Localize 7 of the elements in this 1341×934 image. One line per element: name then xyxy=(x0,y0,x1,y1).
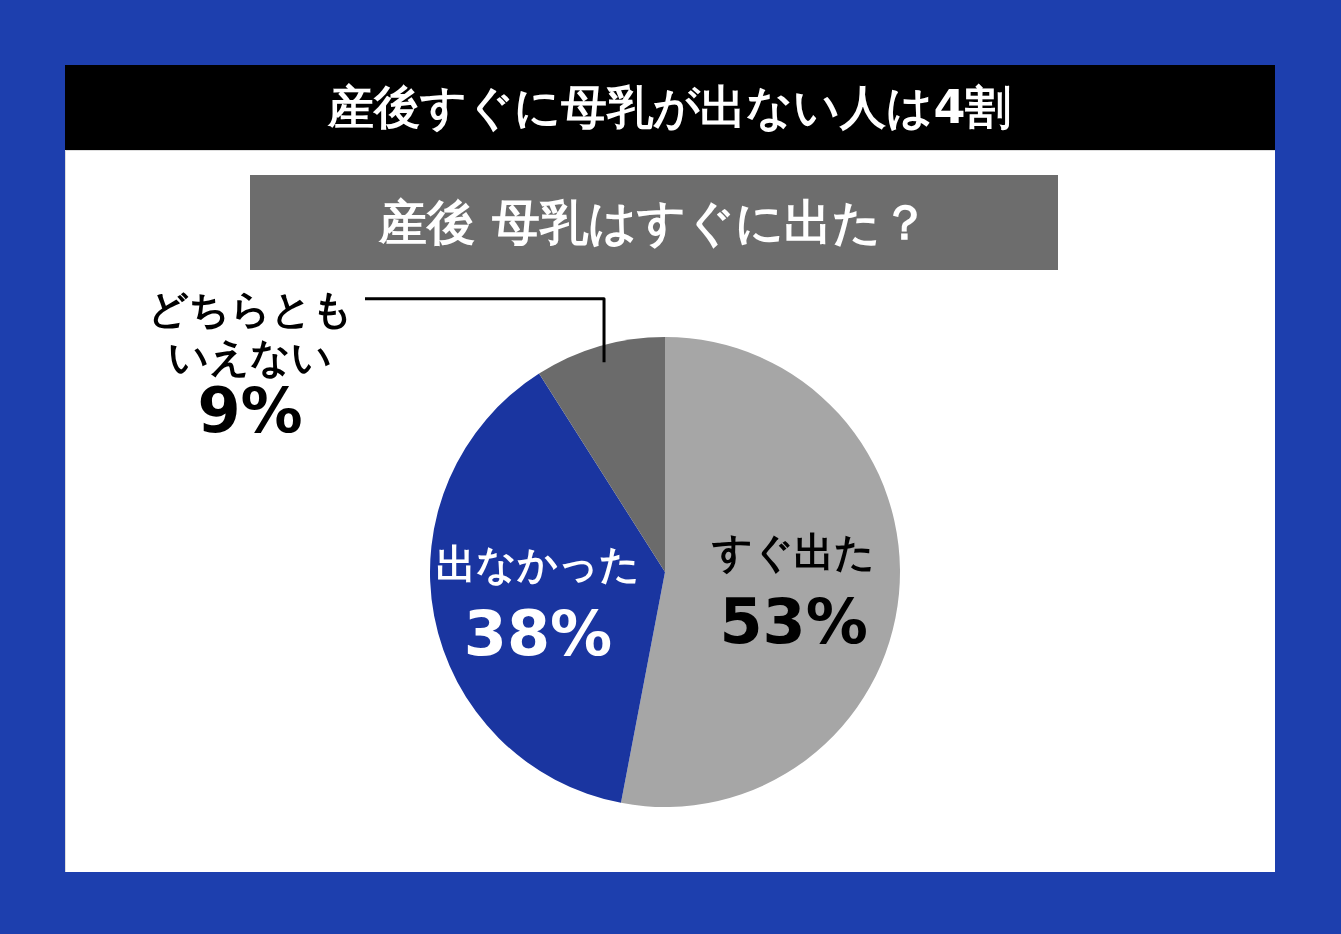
chart-subtitle: 産後 母乳はすぐに出た？ xyxy=(250,175,1058,270)
slice-label: すぐ出た xyxy=(711,529,876,576)
data-label: 38% xyxy=(463,597,613,671)
slice-label: 出なかった xyxy=(436,541,641,588)
pie-slice xyxy=(430,373,665,803)
chart-title: 産後すぐに母乳が出ない人は4割 xyxy=(65,65,1275,150)
data-label: 53% xyxy=(719,585,868,659)
